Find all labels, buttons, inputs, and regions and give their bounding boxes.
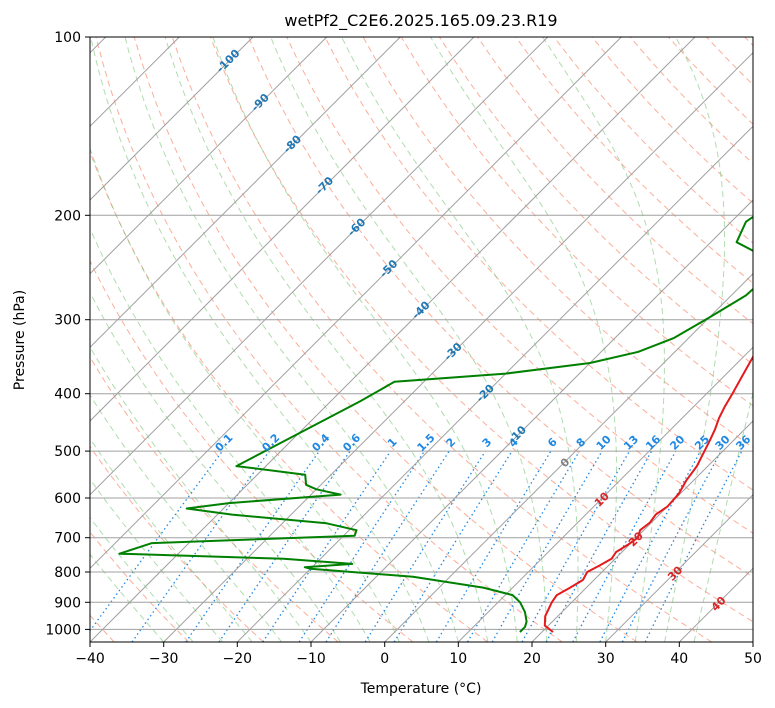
moist-adiabat: [212, 37, 518, 642]
isotherm: [90, 37, 549, 496]
moist-adiabat: [693, 390, 753, 642]
mixing-ratio-line: [325, 450, 450, 642]
temperature-profile: [543, 354, 753, 633]
x-tick-label: −10: [296, 651, 326, 667]
moist-adiabat: [430, 37, 617, 642]
y-axis-title: Pressure (hPa): [12, 290, 28, 390]
moist-adiabat: [90, 516, 194, 642]
pressure-gridlines: [90, 37, 753, 630]
chart-title: wetPf2_C2E6.2025.165.09.23.R19: [284, 11, 557, 31]
isotherm: [90, 37, 475, 422]
mixing-ratio-line: [185, 450, 320, 642]
x-tick-label: −20: [223, 651, 253, 667]
dry-adiabat: [286, 37, 753, 534]
moist-adiabat: [664, 37, 726, 642]
sounding-series: [118, 215, 753, 633]
moist-adiabat: [542, 37, 665, 642]
y-tick-label: 400: [54, 387, 81, 403]
dry-adiabat: [210, 37, 753, 623]
moist-adiabat: [90, 553, 165, 642]
dry-adiabat: [90, 259, 414, 642]
y-tick-label: 900: [54, 595, 81, 611]
dry-adiabat: [248, 37, 753, 578]
dry-adiabat: [324, 37, 753, 491]
mixing-ratio-line: [364, 450, 486, 642]
y-axis: 100 200 300 400 500 600 700 800 900 1000: [45, 30, 90, 638]
moist-adiabat: [90, 394, 282, 642]
moist-adiabat: [124, 37, 459, 642]
isotherm: [605, 493, 753, 642]
isotherm: [90, 37, 254, 201]
x-tick-label: 30: [597, 651, 615, 667]
moist-adiabat: [164, 37, 489, 642]
dry-adiabat: [171, 37, 712, 642]
x-tick-label: −40: [75, 651, 105, 667]
moist-adiabat: [90, 37, 430, 642]
x-tick-label: −30: [149, 651, 179, 667]
moist-adiabat: [341, 37, 579, 642]
x-tick-label: 0: [380, 651, 389, 667]
mixing-ratio-line: [435, 450, 552, 642]
x-tick-label: 50: [744, 651, 762, 667]
isotherm: [90, 37, 328, 275]
isotherm: [90, 37, 622, 570]
moist-adiabat: [270, 37, 548, 642]
isotherm: [163, 51, 753, 642]
y-tick-label: 700: [54, 531, 81, 547]
y-tick-label: 100: [54, 30, 81, 46]
dry-adiabat: [95, 37, 563, 642]
moist-adiabat: [90, 291, 341, 642]
y-tick-label: 500: [54, 444, 81, 460]
moist-adiabat: [90, 478, 223, 642]
x-tick-label: 10: [449, 651, 467, 667]
mixing-ratio-line: [466, 450, 580, 642]
x-axis-title: Temperature (°C): [360, 681, 482, 697]
y-tick-label: 800: [54, 565, 81, 581]
isotherm: [236, 125, 753, 642]
mixing-ratio-line: [572, 450, 677, 642]
y-tick-label: 200: [54, 208, 81, 224]
mixing-ratio-line: [218, 450, 351, 642]
isotherm: [90, 37, 401, 349]
isotherm: [457, 346, 753, 642]
x-tick-label: 40: [670, 651, 688, 667]
plot-area: 0.1 0.2 0.4 0.6 1 1.5 2 3 4 6 8 10 13 16 20 25 30 36-100-…: [90, 37, 753, 642]
mixing-ratio-line: [262, 450, 392, 642]
dewpoint-profile: [118, 215, 753, 633]
y-tick-label: 1000: [45, 622, 81, 638]
plot-frame: [89, 36, 754, 643]
x-axis: −40 −30 −20 −10 0 10 20 30 40 50: [75, 642, 762, 667]
isotherm: [384, 272, 753, 642]
isotherm: [310, 199, 753, 642]
dry-adiabat: [515, 37, 753, 284]
y-tick-label: 300: [54, 313, 81, 329]
moist-adiabat: [90, 437, 253, 642]
moist-adiabat: [90, 227, 371, 642]
y-tick-label: 600: [54, 491, 81, 507]
x-tick-label: 20: [523, 651, 541, 667]
dry-adiabat: [90, 445, 264, 642]
mixing-ratio-line: [298, 450, 425, 642]
